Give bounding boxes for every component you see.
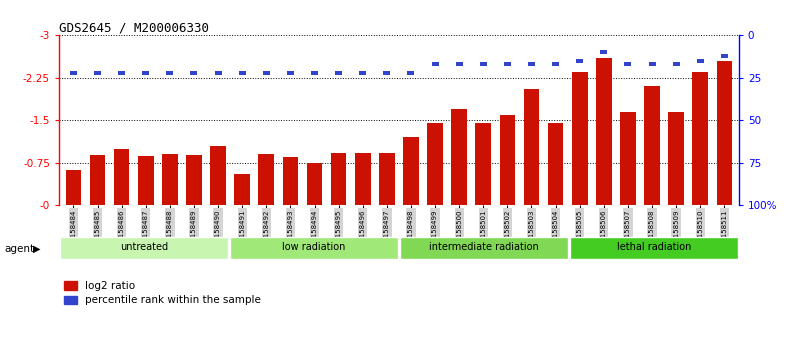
- Bar: [620, 112, 636, 205]
- Bar: [624, 62, 631, 66]
- Bar: [552, 62, 559, 66]
- FancyBboxPatch shape: [230, 236, 398, 259]
- Bar: [432, 62, 439, 66]
- Bar: [94, 71, 101, 75]
- Bar: [239, 71, 246, 75]
- Legend: log2 ratio, percentile rank within the sample: log2 ratio, percentile rank within the s…: [64, 281, 261, 306]
- Bar: [359, 71, 366, 75]
- Bar: [379, 153, 395, 205]
- Bar: [668, 112, 684, 205]
- Bar: [476, 123, 491, 205]
- Bar: [259, 154, 274, 205]
- Bar: [717, 61, 733, 205]
- Text: untreated: untreated: [120, 242, 168, 252]
- Bar: [234, 174, 250, 205]
- Bar: [118, 71, 125, 75]
- Bar: [190, 71, 197, 75]
- Bar: [576, 59, 583, 63]
- Bar: [263, 71, 270, 75]
- Bar: [355, 153, 370, 205]
- Bar: [403, 137, 419, 205]
- Bar: [596, 58, 612, 205]
- Bar: [696, 59, 703, 63]
- Bar: [335, 71, 342, 75]
- Bar: [287, 71, 294, 75]
- FancyBboxPatch shape: [400, 236, 568, 259]
- Bar: [167, 71, 174, 75]
- Text: agent: agent: [4, 244, 34, 253]
- Bar: [523, 89, 539, 205]
- Bar: [114, 149, 130, 205]
- Bar: [65, 170, 81, 205]
- Bar: [673, 62, 680, 66]
- Bar: [721, 54, 728, 58]
- Bar: [428, 123, 443, 205]
- Bar: [307, 163, 322, 205]
- Bar: [138, 156, 153, 205]
- Bar: [548, 123, 564, 205]
- Bar: [70, 71, 77, 75]
- Bar: [572, 72, 588, 205]
- Text: low radiation: low radiation: [282, 242, 346, 252]
- Bar: [456, 62, 463, 66]
- Text: ▶: ▶: [33, 244, 41, 253]
- Text: lethal radiation: lethal radiation: [617, 242, 691, 252]
- Bar: [384, 71, 391, 75]
- Bar: [142, 71, 149, 75]
- Bar: [504, 62, 511, 66]
- Text: intermediate radiation: intermediate radiation: [429, 242, 538, 252]
- Bar: [331, 153, 347, 205]
- Bar: [601, 50, 608, 55]
- Bar: [311, 71, 318, 75]
- Bar: [282, 157, 298, 205]
- Bar: [645, 86, 660, 205]
- Bar: [479, 62, 487, 66]
- Bar: [407, 71, 414, 75]
- Bar: [186, 155, 202, 205]
- Bar: [648, 62, 656, 66]
- Bar: [215, 71, 222, 75]
- FancyBboxPatch shape: [570, 236, 738, 259]
- Bar: [528, 62, 535, 66]
- Text: GDS2645 / M200006330: GDS2645 / M200006330: [59, 21, 209, 34]
- Bar: [90, 155, 105, 205]
- FancyBboxPatch shape: [60, 236, 228, 259]
- Bar: [451, 109, 467, 205]
- Bar: [210, 146, 226, 205]
- Bar: [692, 72, 708, 205]
- Bar: [162, 154, 178, 205]
- Bar: [500, 115, 516, 205]
